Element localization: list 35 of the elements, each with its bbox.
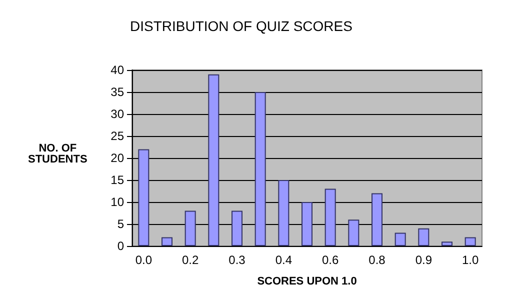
y-tick-label: 25 <box>110 129 124 143</box>
bar <box>394 232 406 246</box>
y-tick-label: 15 <box>110 173 124 187</box>
y-tick-label: 40 <box>110 63 124 77</box>
y-tick-label: 30 <box>110 107 124 121</box>
x-tick-label: 0.6 <box>322 253 339 267</box>
y-tick-label: 10 <box>110 195 124 209</box>
bar <box>442 242 452 246</box>
bar <box>418 228 430 246</box>
bar <box>348 220 360 246</box>
y-tick-label: 5 <box>117 217 124 231</box>
bar <box>232 210 242 246</box>
x-tick-label: 0.4 <box>275 253 292 267</box>
x-tick-label: 1.0 <box>462 253 479 267</box>
bar <box>324 188 336 246</box>
x-tick-label: 0.2 <box>182 253 199 267</box>
y-tick-label: 0 <box>117 239 124 253</box>
x-axis-title: SCORES UPON 1.0 <box>257 276 357 288</box>
bar <box>184 210 196 246</box>
chart-title: DISTRIBUTION OF QUIZ SCORES <box>130 18 352 34</box>
bar <box>254 92 266 246</box>
y-tick-label: 20 <box>110 151 124 165</box>
bar <box>138 149 150 246</box>
y-axis-title: NO. OF STUDENTS <box>28 142 88 166</box>
x-tick-label: 0.3 <box>228 253 246 267</box>
bar <box>208 74 220 246</box>
y-tick-label: 35 <box>110 85 124 99</box>
bar <box>464 237 476 246</box>
x-tick-label: 0.8 <box>368 253 386 267</box>
bar <box>162 237 172 246</box>
x-tick-label: 0.0 <box>135 253 152 267</box>
x-tick-label: 0.9 <box>415 253 432 267</box>
bar <box>278 180 290 246</box>
bar <box>372 193 382 246</box>
bar <box>302 202 312 246</box>
